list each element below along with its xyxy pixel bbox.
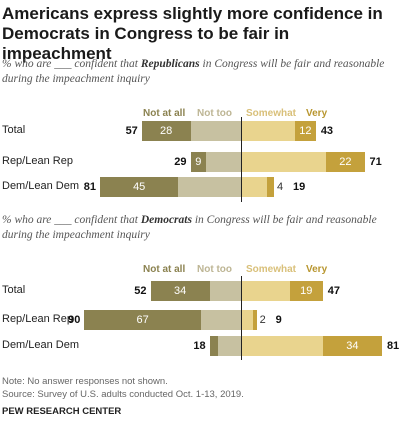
source-text: Source: Survey of U.S. adults conducted … [2,389,244,400]
bar-somewhat [241,177,268,197]
net-not-confident-label: 90 [68,314,81,326]
bar-not-too [200,310,241,330]
label-not-at-all: 45 [133,181,146,193]
label-very: 19 [300,285,313,297]
label-very: 12 [299,125,312,137]
label-very: 2 [259,314,266,326]
bar-very [289,281,323,301]
net-confident-label: 81 [386,340,400,352]
note-text: Note: No answer responses not shown. [2,376,168,387]
bar-very [253,310,257,330]
net-not-confident-label: 52 [134,285,147,297]
bar-very [267,177,275,197]
net-confident-label: 9 [275,314,282,326]
bar-very [322,336,382,356]
bar-somewhat [241,336,323,356]
label-not-at-all: 34 [173,285,187,297]
bar-somewhat [241,121,295,141]
net-not-confident-label: 29 [174,156,187,168]
chart-subtitle: % who are ___ confident that Democrats i… [2,214,377,241]
label-not-at-all: 9 [195,156,202,168]
bar-not-at-all [150,281,210,301]
row-label: Total [2,124,26,136]
legend-somewhat: Somewhat [246,264,297,275]
row-label: Total [2,284,26,296]
bar-not-too [209,281,241,301]
bar-not-at-all [141,121,191,141]
legend-very: Very [306,264,328,275]
legend-somewhat: Somewhat [246,108,297,119]
net-confident-label: 43 [320,125,334,137]
label-not-at-all: 28 [160,125,173,137]
center-line [241,276,242,360]
net-not-confident-label: 57 [125,125,138,137]
net-confident-label: 47 [327,285,341,297]
label-not-at-all: 67 [136,314,149,326]
legend-not-at-all: Not at all [143,264,186,275]
net-confident-label: 19 [293,181,306,193]
net-not-confident-label: 81 [83,181,97,193]
chart-title: Americans express slightly more confiden… [2,4,383,63]
legend-not-at-all: Not at all [143,108,186,119]
bar-very [294,121,316,141]
bar-not-at-all [190,152,207,172]
bar-not-too [178,177,241,197]
bar-not-too [206,152,241,172]
label-very: 22 [339,156,352,168]
legend-not-too: Not too [197,264,232,275]
row-label: Rep/Lean Rep [2,313,73,325]
net-not-confident-label: 18 [193,340,206,352]
legend-not-too: Not too [197,108,232,119]
bar-somewhat [241,281,290,301]
label-very: 34 [346,340,359,352]
bar-somewhat [241,152,327,172]
row-label: Rep/Lean Rep [2,155,73,167]
row-label: Dem/Lean Dem [2,339,80,351]
bar-not-at-all [84,310,201,330]
bar-not-too [190,121,241,141]
bar-not-at-all [100,177,179,197]
bar-very [326,152,365,172]
row-label: Dem/Lean Dem [2,180,80,192]
subtitle-party: Democrats [140,214,192,226]
bar-somewhat [241,310,254,330]
bar-not-at-all [209,336,219,356]
center-line [241,117,242,202]
net-confident-label: 71 [369,156,382,168]
brand-label: PEW RESEARCH CENTER [2,406,122,417]
bar-not-too [218,336,241,356]
subtitle-party: Republicans [140,58,200,70]
chart-subtitle: % who are ___ confident that Republicans… [2,58,385,85]
legend-very: Very [306,108,328,119]
label-very: 4 [277,181,284,193]
